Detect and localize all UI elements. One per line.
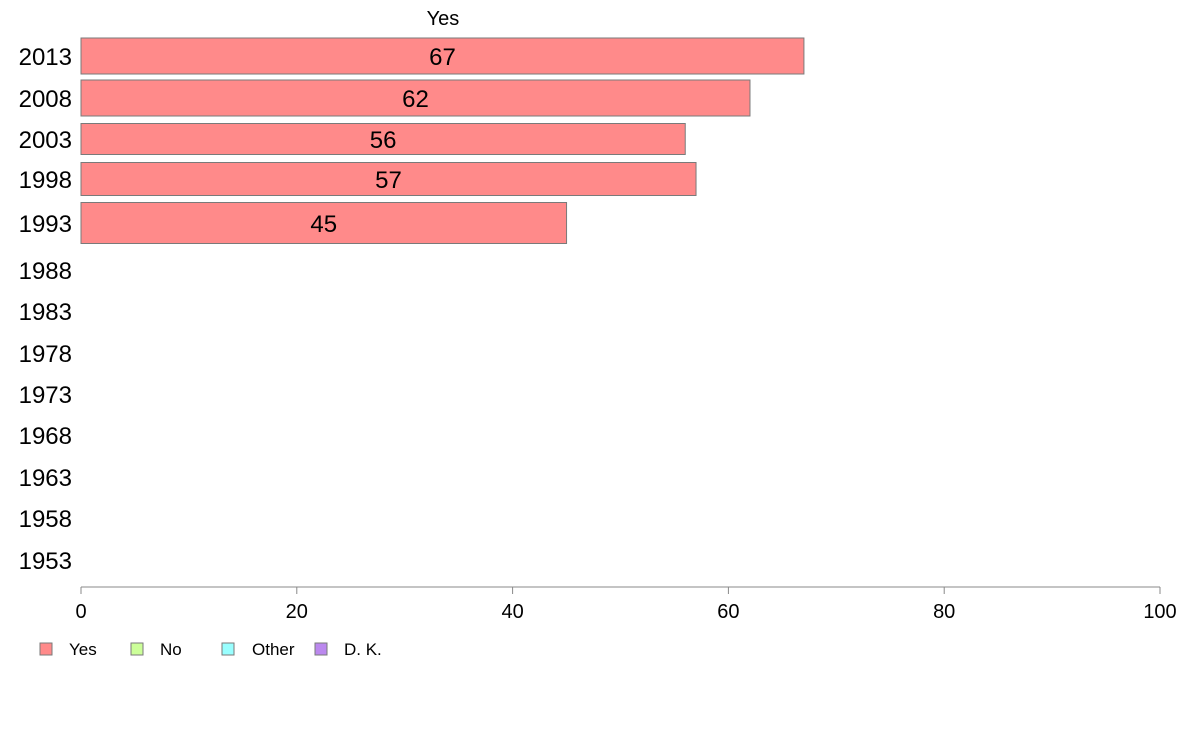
data-label-2003: 56 (370, 127, 397, 154)
bar-1998-yes (80, 162, 697, 196)
legend-swatch-other (221, 642, 235, 656)
legend-swatch-yes (39, 642, 53, 656)
x-tick-label-20: 20 (286, 601, 308, 623)
bar-2013-yes (80, 37, 805, 75)
legend-label-d-k-: D. K. (344, 640, 382, 659)
x-tick-label-80: 80 (933, 601, 955, 623)
category-label-1978: 1978 (19, 341, 72, 368)
category-label-1973: 1973 (19, 382, 72, 409)
legend: Yes No Other D. K. (39, 640, 382, 659)
category-label-2008: 2008 (19, 86, 72, 113)
x-tick-label-40: 40 (501, 601, 523, 623)
category-label-1993: 1993 (19, 211, 72, 238)
bar-2008-yes (80, 79, 751, 117)
data-label-2013: 67 (429, 44, 456, 71)
legend-label-no: No (160, 640, 182, 659)
legend-label-other: Other (252, 640, 295, 659)
category-label-1968: 1968 (19, 423, 72, 450)
bar-1993-yes (80, 202, 568, 244)
data-label-1998: 57 (375, 167, 402, 194)
x-tick-label-100: 100 (1143, 601, 1176, 623)
category-label-1958: 1958 (19, 506, 72, 533)
x-axis: 0 20 40 60 80 100 (75, 586, 1177, 623)
bar-2003-yes (80, 123, 686, 155)
x-tick-label-60: 60 (717, 601, 739, 623)
category-label-1998: 1998 (19, 167, 72, 194)
legend-label-yes: Yes (69, 640, 97, 659)
data-label-1993: 45 (310, 211, 337, 238)
category-label-1963: 1963 (19, 465, 72, 492)
legend-swatch-no (130, 642, 144, 656)
category-label-1953: 1953 (19, 548, 72, 575)
data-label-2008: 62 (402, 86, 429, 113)
year-labels-group: 2013 2008 2003 1998 1993 1988 1983 1978 1973 1968… (19, 44, 72, 575)
series-header-label: Yes (427, 8, 460, 30)
legend-swatch-d-k- (314, 642, 328, 656)
category-label-2003: 2003 (19, 127, 72, 154)
category-label-2013: 2013 (19, 44, 72, 71)
x-tick-label-0: 0 (75, 601, 86, 623)
category-label-1983: 1983 (19, 299, 72, 326)
category-label-1988: 1988 (19, 258, 72, 285)
